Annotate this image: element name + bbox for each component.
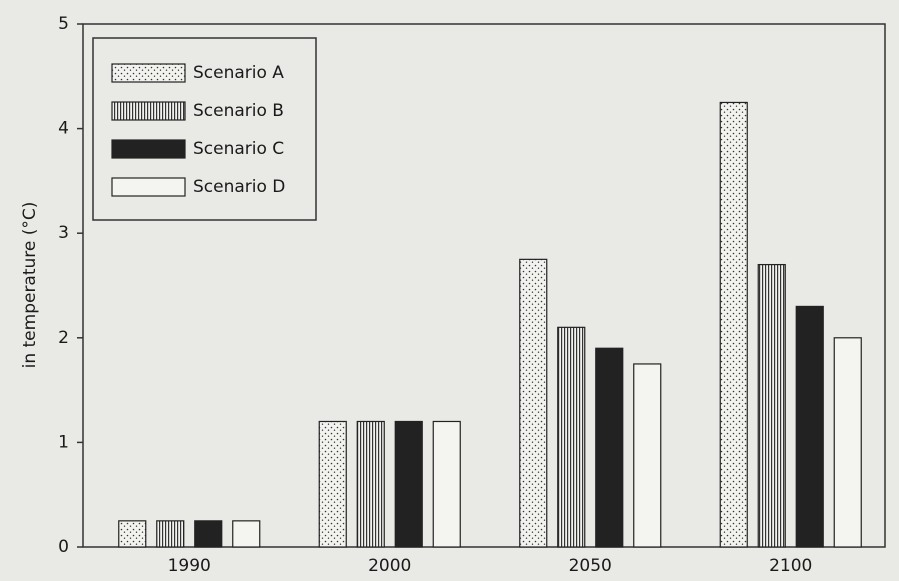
bar xyxy=(356,420,385,548)
y-tick-label: 3 xyxy=(58,223,69,243)
legend-label: Scenario A xyxy=(193,63,284,83)
bar xyxy=(432,420,461,548)
x-tick-label: 2100 xyxy=(769,556,812,576)
bar xyxy=(719,101,748,548)
legend-label: Scenario D xyxy=(193,177,285,197)
bar xyxy=(118,520,147,548)
bar xyxy=(795,305,824,548)
x-tick-label: 2050 xyxy=(569,556,612,576)
x-tick-label: 1990 xyxy=(168,556,211,576)
legend-swatch xyxy=(111,139,186,159)
x-tick-label: 2000 xyxy=(368,556,411,576)
y-tick-label: 5 xyxy=(58,14,69,34)
y-tick-label: 1 xyxy=(58,432,69,452)
plot-frame xyxy=(82,23,886,548)
y-axis-label: in temperature (°C) xyxy=(20,202,40,369)
legend-swatch xyxy=(111,101,186,121)
bar xyxy=(557,326,586,548)
legend-label: Scenario B xyxy=(193,101,284,121)
bar xyxy=(519,258,548,548)
bar xyxy=(394,420,423,548)
legend-box xyxy=(92,37,317,221)
bar xyxy=(633,363,662,548)
bar xyxy=(595,347,624,548)
bar xyxy=(194,520,223,548)
legend-swatch xyxy=(111,63,186,83)
bar xyxy=(232,520,261,548)
legend-label: Scenario C xyxy=(193,139,284,159)
y-tick-label: 4 xyxy=(58,119,69,139)
y-tick-label: 0 xyxy=(58,537,69,557)
bar xyxy=(757,263,786,548)
bar xyxy=(833,337,862,548)
legend-swatch xyxy=(111,177,186,197)
bar xyxy=(318,420,347,548)
y-tick-label: 2 xyxy=(58,328,69,348)
bar xyxy=(156,520,185,548)
